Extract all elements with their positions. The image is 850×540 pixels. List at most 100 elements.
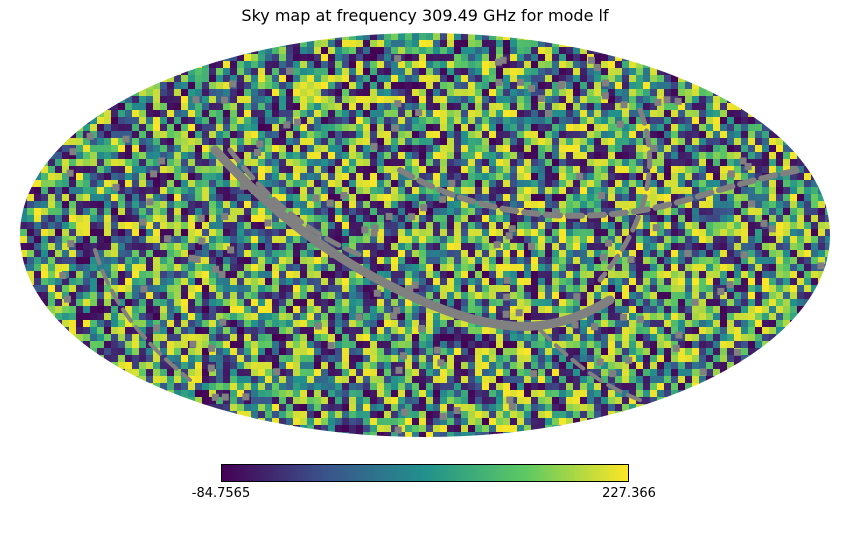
map-pixel — [314, 68, 322, 76]
map-pixel — [615, 117, 623, 125]
map-pixel — [384, 320, 392, 328]
map-pixel — [636, 61, 644, 69]
map-pixel — [692, 243, 700, 251]
map-pixel — [314, 250, 322, 258]
map-pixel — [713, 152, 721, 160]
map-pixel — [671, 82, 679, 90]
map-pixel — [132, 236, 140, 244]
map-pixel — [503, 159, 511, 167]
map-pixel — [244, 229, 252, 237]
map-pixel — [622, 138, 630, 146]
map-pixel — [454, 117, 462, 125]
map-pixel — [797, 152, 805, 160]
map-pixel — [230, 257, 238, 265]
map-pixel — [454, 124, 462, 132]
map-pixel — [48, 159, 56, 167]
map-pixel — [293, 89, 301, 97]
map-pixel — [510, 278, 518, 286]
map-pixel — [167, 313, 175, 321]
map-pixel — [223, 334, 231, 342]
map-pixel — [181, 110, 189, 118]
map-pixel — [482, 341, 490, 349]
map-pixel — [139, 222, 147, 230]
map-pixel — [314, 187, 322, 195]
map-pixel — [566, 124, 574, 132]
map-pixel — [678, 208, 686, 216]
map-pixel — [118, 138, 126, 146]
map-pixel — [139, 327, 147, 335]
map-pixel — [629, 341, 637, 349]
map-pixel — [706, 152, 714, 160]
map-pixel — [762, 348, 770, 356]
map-pixel — [377, 173, 385, 181]
map-pixel — [314, 355, 322, 363]
map-pixel — [412, 348, 420, 356]
map-pixel — [104, 131, 112, 139]
map-pixel — [174, 292, 182, 300]
map-pixel — [622, 96, 630, 104]
map-pixel — [699, 215, 707, 223]
map-pixel — [622, 292, 630, 300]
map-pixel — [139, 299, 147, 307]
map-pixel — [153, 306, 161, 314]
map-pixel — [461, 278, 469, 286]
map-pixel — [300, 292, 308, 300]
map-pixel — [398, 40, 406, 48]
map-pixel — [181, 117, 189, 125]
map-pixel — [650, 173, 658, 181]
map-pixel — [293, 159, 301, 167]
map-pixel — [398, 201, 406, 209]
map-pixel — [300, 89, 308, 97]
map-pixel — [251, 243, 259, 251]
map-pixel — [755, 320, 763, 328]
map-pixel — [587, 138, 595, 146]
map-pixel — [363, 194, 371, 202]
map-pixel — [545, 257, 553, 265]
map-pixel — [20, 173, 28, 181]
map-pixel — [230, 341, 238, 349]
map-pixel — [762, 327, 770, 335]
map-pixel — [594, 201, 602, 209]
map-pixel — [230, 299, 238, 307]
map-pixel — [587, 201, 595, 209]
map-pixel — [48, 320, 56, 328]
map-pixel — [622, 327, 630, 335]
map-pixel — [279, 166, 287, 174]
map-pixel — [251, 264, 259, 272]
map-pixel — [531, 194, 539, 202]
map-pixel — [720, 138, 728, 146]
map-pixel — [321, 166, 329, 174]
map-pixel — [482, 138, 490, 146]
map-pixel — [699, 103, 707, 111]
map-pixel — [587, 341, 595, 349]
map-pixel — [342, 299, 350, 307]
map-pixel — [335, 187, 343, 195]
map-pixel — [223, 201, 231, 209]
map-pixel — [440, 68, 448, 76]
map-pixel — [377, 138, 385, 146]
map-pixel — [335, 166, 343, 174]
map-pixel — [160, 110, 168, 118]
map-pixel — [489, 229, 497, 237]
map-pixel — [594, 194, 602, 202]
map-pixel — [510, 117, 518, 125]
map-pixel — [258, 299, 266, 307]
map-pixel — [223, 278, 231, 286]
map-pixel — [265, 96, 273, 104]
map-pixel — [552, 257, 560, 265]
map-pixel — [286, 369, 294, 377]
map-pixel — [356, 271, 364, 279]
map-pixel — [650, 320, 658, 328]
map-pixel — [671, 306, 679, 314]
map-pixel — [216, 68, 224, 76]
map-pixel — [216, 257, 224, 265]
map-pixel — [608, 362, 616, 370]
map-pixel — [111, 355, 119, 363]
map-pixel — [265, 362, 273, 370]
map-pixel — [510, 61, 518, 69]
map-pixel — [629, 201, 637, 209]
map-pixel — [398, 82, 406, 90]
map-pixel — [419, 40, 427, 48]
map-pixel — [440, 292, 448, 300]
map-pixel — [216, 110, 224, 118]
